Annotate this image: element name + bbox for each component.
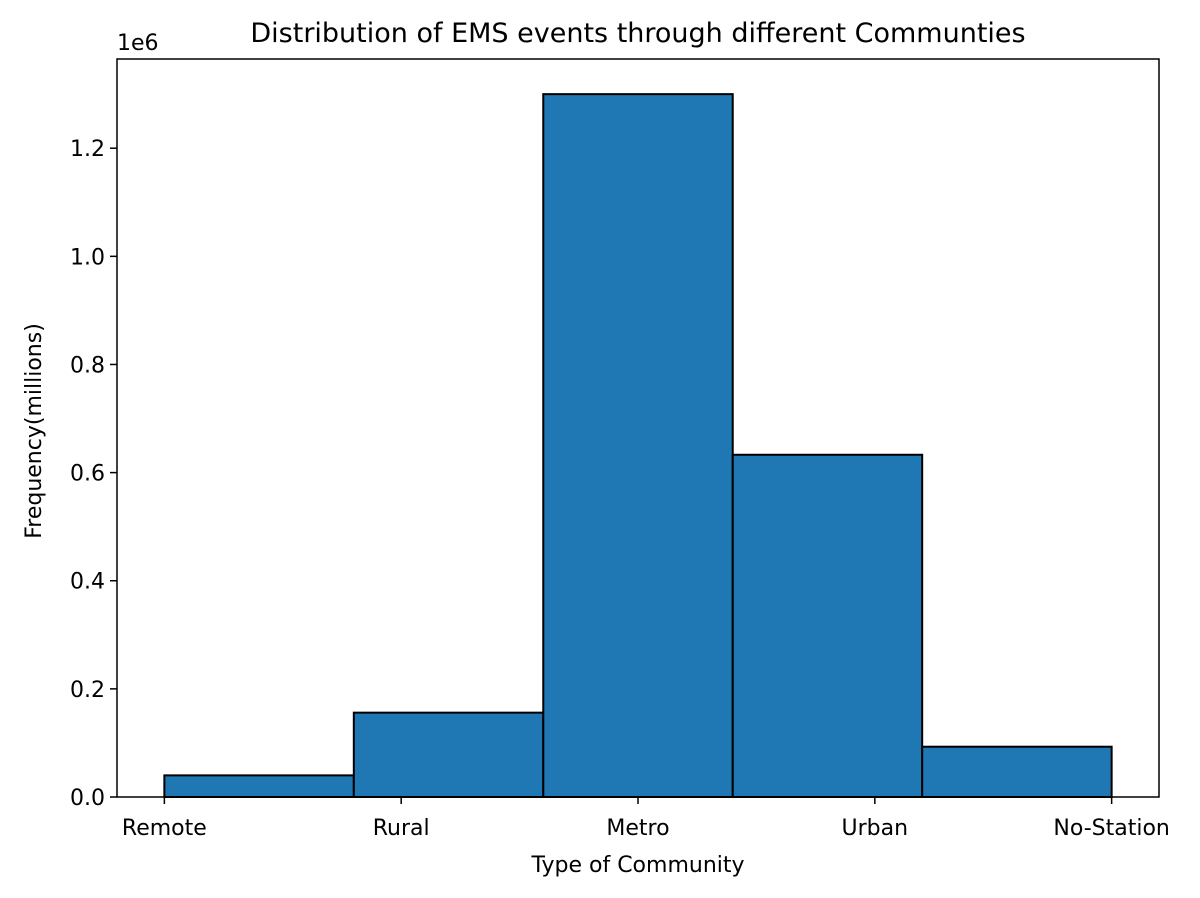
x-axis-label: Type of Community	[530, 853, 744, 878]
bar-remote	[163, 774, 355, 798]
x-tick-label-rural: Rural	[373, 816, 430, 841]
y-tick-label: 1.2	[70, 137, 105, 162]
x-tick-label-remote: Remote	[122, 816, 207, 841]
bar-no-station	[921, 745, 1113, 799]
plot-frame	[116, 58, 1160, 798]
y-axis-ticks: 0.0 0.2 0.4 0.6 0.8 1.0 1.2	[70, 137, 117, 811]
y-axis-offset-label: 1e6	[117, 31, 159, 56]
x-tick-label-urban: Urban	[842, 816, 909, 841]
y-tick-label: 1.0	[70, 245, 105, 270]
x-tick-label-metro: Metro	[606, 816, 669, 841]
x-tick-label-no-station: No-Station	[1053, 816, 1169, 841]
y-tick-label: 0.4	[70, 570, 105, 595]
x-axis-ticks: Remote Rural Metro Urban No-Station	[122, 797, 1170, 841]
y-tick-label: 0.2	[70, 678, 105, 703]
bar-urban	[731, 453, 924, 798]
bars-group	[163, 93, 1113, 799]
y-tick-label: 0.8	[70, 353, 105, 378]
y-axis-label: Frequency(millions)	[22, 323, 47, 539]
chart-title: Distribution of EMS events through diffe…	[250, 18, 1025, 49]
y-tick-label: 0.6	[70, 462, 105, 487]
bar-metro	[542, 93, 734, 798]
bar-rural	[352, 711, 545, 799]
y-tick-label: 0.0	[70, 786, 105, 811]
